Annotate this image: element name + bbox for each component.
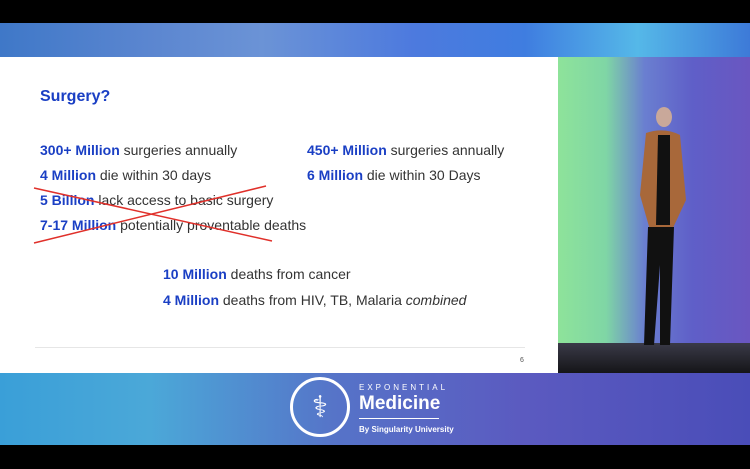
stat-value: 4 Million bbox=[163, 292, 219, 308]
stat-value: 4 Million bbox=[40, 167, 96, 183]
list-item-struck: 7-17 Million potentially proventable dea… bbox=[40, 217, 306, 233]
stat-value: 6 Million bbox=[307, 167, 363, 183]
speaker-figure bbox=[640, 107, 686, 345]
footer-divider bbox=[35, 347, 525, 348]
list-item: 300+ Million surgeries annually bbox=[40, 142, 237, 158]
page-number: 6 bbox=[520, 357, 524, 364]
stat-text: die within 30 days bbox=[96, 167, 212, 183]
stat-text: deaths from HIV, TB, Malaria bbox=[219, 292, 406, 308]
speaker-video bbox=[558, 57, 750, 373]
stat-emphasis: combined bbox=[405, 292, 467, 308]
brand-line2: Medicine bbox=[359, 393, 441, 414]
list-item: 4 Million deaths from HIV, TB, Malaria c… bbox=[163, 292, 466, 308]
stat-text: die within 30 Days bbox=[363, 167, 481, 183]
bottom-banner: ⚕ EXPONENTIAL Medicine By Singularity Un… bbox=[0, 373, 750, 445]
list-item: 4 Million die within 30 days bbox=[40, 167, 211, 183]
stat-value: 7-17 Million bbox=[40, 217, 117, 233]
list-item: 450+ Million surgeries annually bbox=[307, 142, 504, 158]
brand-line3: By Singularity University bbox=[359, 425, 454, 434]
strikethrough-cross bbox=[33, 185, 273, 244]
stat-value: 300+ Million bbox=[40, 142, 120, 158]
stat-value: 450+ Million bbox=[307, 142, 387, 158]
stat-text: deaths from cancer bbox=[226, 266, 351, 282]
stage bbox=[558, 343, 750, 373]
list-item: 10 Million deaths from cancer bbox=[163, 266, 351, 282]
stat-value: 5 Billion bbox=[40, 192, 95, 208]
stat-text: surgeries annually bbox=[119, 142, 238, 158]
stat-text: lack access to basic surgery bbox=[94, 192, 274, 208]
list-item: 6 Million die within 30 Days bbox=[307, 167, 481, 183]
brand-divider bbox=[359, 418, 439, 419]
stat-text: potentially proventable deaths bbox=[116, 217, 307, 233]
slide-title: Surgery? bbox=[40, 88, 111, 105]
top-banner bbox=[0, 23, 750, 57]
stat-text: surgeries annually bbox=[386, 142, 505, 158]
caduceus-icon: ⚕ bbox=[290, 377, 350, 437]
list-item-struck: 5 Billion lack access to basic surgery bbox=[40, 192, 273, 208]
stat-value: 10 Million bbox=[163, 266, 227, 282]
slide: Surgery? 300+ Million surgeries annually… bbox=[0, 57, 558, 373]
brand-line1: EXPONENTIAL bbox=[359, 383, 449, 392]
